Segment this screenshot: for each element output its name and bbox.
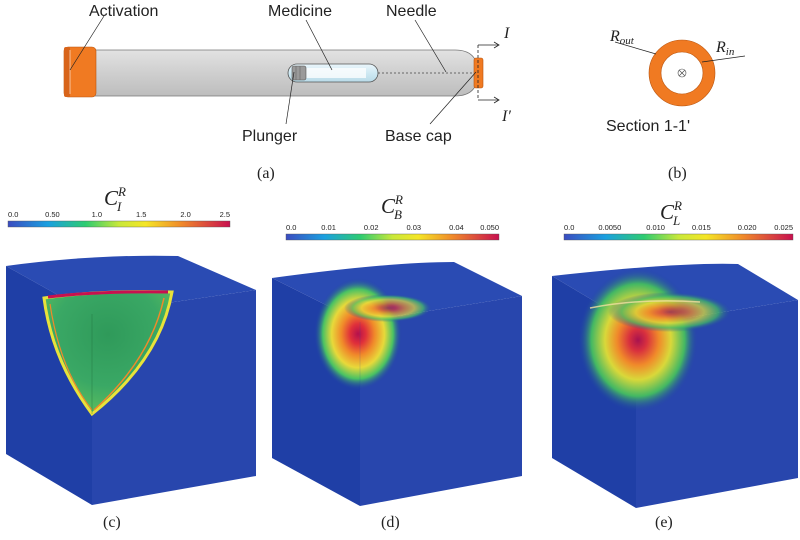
r-out-label: Rout (609, 28, 635, 47)
caption-e: (e) (655, 514, 673, 531)
colorbar-tick-label: 2.0 (180, 210, 190, 219)
colorbar-tick-label: 0.010 (646, 223, 665, 232)
colorbar-tick-label: 0.03 (406, 223, 421, 232)
base-cap-label: Base cap (385, 128, 452, 145)
colorbar-tick-label: 0.01 (321, 223, 336, 232)
panel-e: CR L 0.0 0.0050 0.010 0.015 0.020 0.025 (e) (552, 198, 798, 531)
colorbar-tick-label: 0.50 (45, 210, 60, 219)
caption-b: (b) (668, 165, 687, 182)
colorbar-d-ticks: 0.0 0.01 0.02 0.03 0.04 0.050 (286, 223, 499, 232)
section-line (477, 41, 500, 104)
colorbar-tick-label: 0.0 (564, 223, 574, 232)
plunger-label: Plunger (242, 128, 298, 145)
caption-c: (c) (103, 514, 121, 531)
section-top-label: I (503, 25, 510, 42)
section-label: Section 1-1' (606, 118, 690, 135)
colorbar-tick-label: 1.0 (92, 210, 102, 219)
colorbar-tick-label: 0.050 (480, 223, 499, 232)
cube-d-right (360, 296, 522, 506)
activation-label: Activation (89, 3, 158, 20)
colorbar-tick-label: 0.015 (692, 223, 711, 232)
title-e: CR L (660, 198, 682, 228)
colorbar-tick-label: 0.025 (774, 223, 793, 232)
panel-d: CR B 0.0 0.01 0.02 0.03 0.04 0.050 (d) (272, 192, 522, 531)
panel-b-section (614, 39, 746, 107)
colorbar-tick-label: 0.04 (449, 223, 464, 232)
colorbar-tick-label: 0.0 (8, 210, 18, 219)
caption-a: (a) (257, 165, 275, 182)
colorbar-d (285, 233, 500, 241)
medicine-label: Medicine (268, 3, 332, 20)
colorbar-tick-label: 0.0 (286, 223, 296, 232)
colorbar-c-ticks: 0.0 0.50 1.0 1.5 2.0 2.5 (8, 210, 230, 219)
spot-e-front (578, 268, 698, 412)
plunger (291, 65, 307, 81)
colorbar-tick-label: 0.0050 (598, 223, 621, 232)
colorbar-tick-label: 2.5 (220, 210, 230, 219)
r-in-label: Rin (715, 39, 735, 58)
caption-d: (d) (381, 514, 400, 531)
colorbar-tick-label: 1.5 (136, 210, 146, 219)
colorbar-c (7, 220, 231, 228)
base-cap (473, 57, 484, 89)
title-d: CR B (381, 192, 403, 222)
colorbar-tick-label: 0.020 (738, 223, 757, 232)
colorbar-e-ticks: 0.0 0.0050 0.010 0.015 0.020 0.025 (564, 223, 793, 232)
needle-label: Needle (386, 3, 437, 20)
colorbar-e (563, 233, 794, 241)
leader-lines (69, 15, 477, 125)
section-bottom-label: I′ (501, 108, 511, 125)
injector-body (91, 49, 479, 97)
title-c: CR I (104, 184, 126, 214)
panel-c: CR I 0.0 0.50 1.0 1.5 2.0 2.5 (c) (6, 184, 256, 531)
panel-a-injector (63, 15, 500, 125)
colorbar-tick-label: 0.02 (364, 223, 379, 232)
